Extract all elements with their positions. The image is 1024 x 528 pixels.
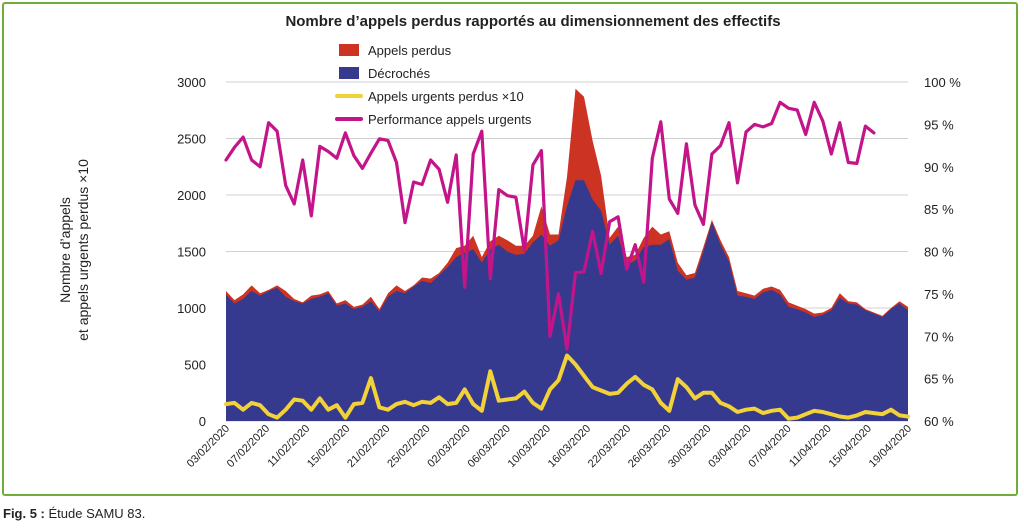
y2-tick-label: 70 %: [924, 329, 954, 344]
x-tick-label: 07/04/2020: [746, 423, 793, 470]
y-axis-label: Nombre d’appels et appels urgents perdus…: [57, 159, 91, 341]
y-tick-label: 1000: [177, 301, 206, 316]
y2-tick-label: 60 %: [924, 414, 954, 429]
legend-label: Appels urgents perdus ×10: [368, 89, 524, 104]
chart-title: Nombre d’appels perdus rapportés au dime…: [285, 13, 780, 30]
caption-label: Fig. 5 :: [3, 506, 45, 521]
y-tick-label: 2000: [177, 188, 206, 203]
y2-tick-label: 95 %: [924, 117, 954, 132]
chart: Nombre d’appels perdus rapportés au dime…: [57, 13, 961, 470]
y2-tick-label: 90 %: [924, 160, 954, 175]
area-series: [226, 88, 908, 422]
y-tick-label: 2500: [177, 132, 206, 147]
line-appels-urgents-perdus-10: [224, 353, 910, 421]
legend-swatch: [339, 67, 359, 79]
y-tick-label: 3000: [177, 75, 206, 90]
y-tick-label: 1500: [177, 245, 206, 260]
y-axis-label-line2: et appels urgents perdus ×10: [75, 159, 91, 341]
area-d-croch-s: [226, 180, 908, 421]
y-tick-label: 0: [199, 414, 206, 429]
y2-tick-label: 65 %: [924, 372, 954, 387]
y2-axis-ticks: 60 % 65 % 70 % 75 % 80 % 85 % 90 % 95 % 100 %: [924, 75, 961, 429]
y2-tick-label: 100 %: [924, 75, 961, 90]
line-series: [224, 100, 910, 421]
figure-frame: [2, 2, 1018, 496]
caption-text: Étude SAMU 83.: [48, 506, 146, 521]
x-axis-ticks: 03/02/202007/02/202011/02/202015/02/2020…: [185, 423, 914, 470]
x-tick-label: 07/02/2020: [225, 423, 272, 470]
legend: Appels perdus Décrochés Appels urgents per…: [335, 43, 532, 127]
y-axis-ticks: 0 500 1000 1500 2000 2500 3000: [177, 75, 206, 429]
y2-tick-label: 85 %: [924, 202, 954, 217]
y-tick-label: 500: [184, 358, 206, 373]
line-performance-appels-urgents: [224, 100, 876, 351]
figure-caption: Fig. 5 : Étude SAMU 83.: [3, 506, 145, 521]
y2-tick-label: 80 %: [924, 245, 954, 260]
legend-label: Décrochés: [368, 66, 431, 81]
y2-tick-label: 75 %: [924, 287, 954, 302]
legend-label: Appels perdus: [368, 43, 452, 58]
y-axis-label-line1: Nombre d’appels: [57, 197, 73, 303]
x-tick-label: 19/04/2020: [867, 423, 914, 470]
legend-swatch: [339, 44, 359, 56]
legend-label: Performance appels urgents: [368, 112, 532, 127]
